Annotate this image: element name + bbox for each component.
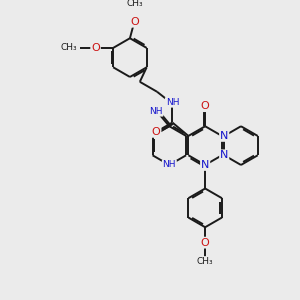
Text: NH: NH — [163, 160, 176, 169]
Text: O: O — [201, 101, 209, 111]
Text: NH: NH — [166, 98, 179, 107]
Text: CH₃: CH₃ — [61, 44, 77, 52]
Text: CH₃: CH₃ — [197, 257, 214, 266]
Text: O: O — [91, 43, 100, 53]
Text: CH₃: CH₃ — [126, 0, 142, 8]
Text: O: O — [130, 17, 139, 27]
Text: N: N — [220, 131, 228, 141]
Text: O: O — [201, 238, 209, 248]
Text: O: O — [152, 127, 161, 137]
Text: N: N — [220, 150, 228, 160]
Text: N: N — [201, 160, 209, 170]
Text: NH: NH — [149, 107, 163, 116]
